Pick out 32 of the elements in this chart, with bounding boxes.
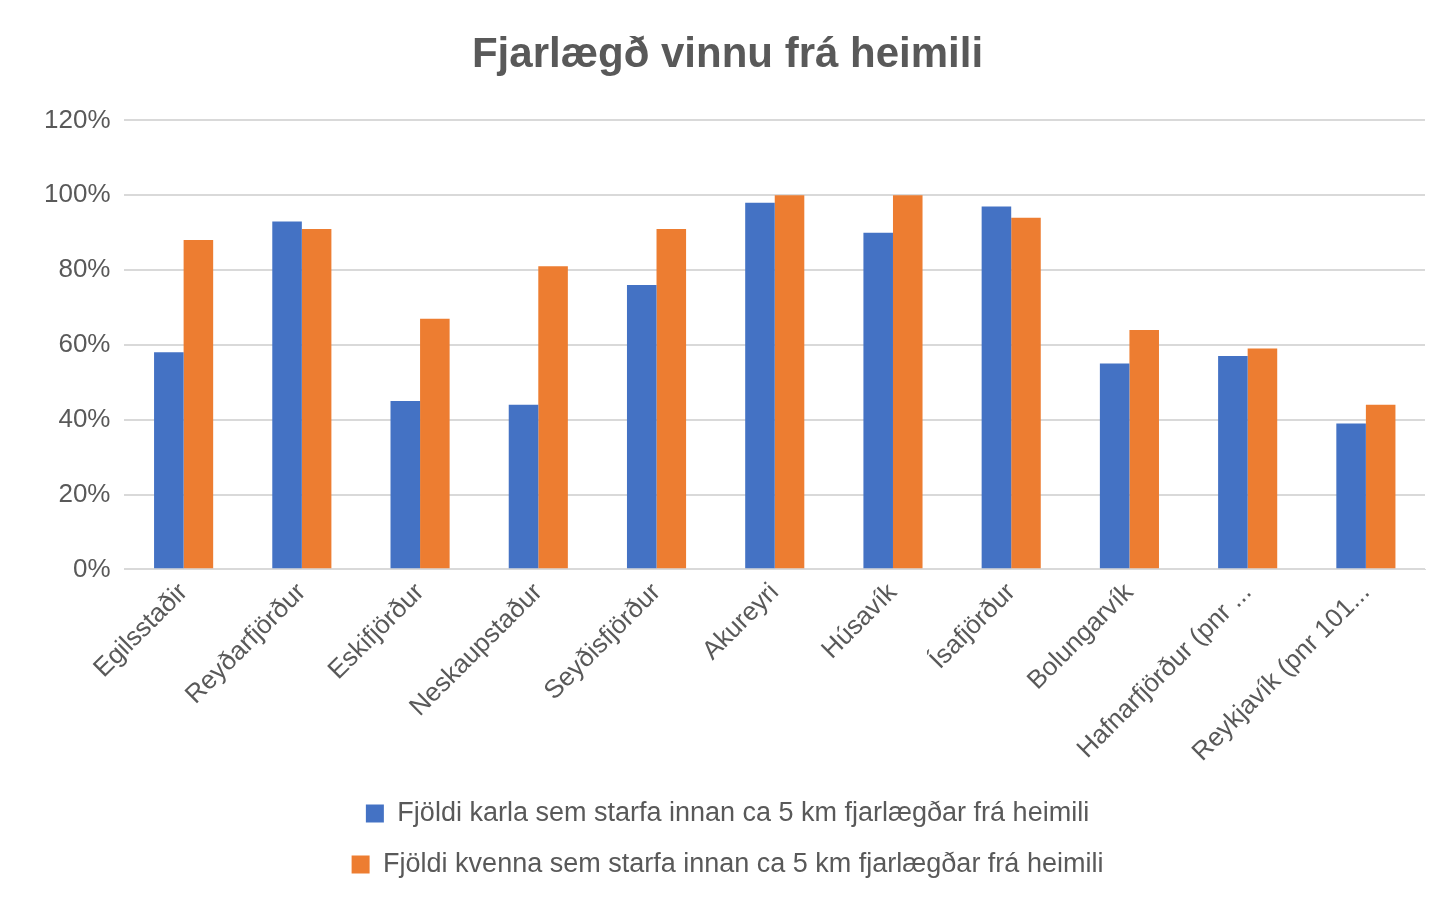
legend-label: Fjöldi kvenna sem starfa innan ca 5 km fjarlægðar frá heimili — [383, 847, 1104, 878]
bar — [656, 228, 687, 569]
y-tick-label: 40% — [58, 402, 111, 433]
bar — [774, 195, 805, 569]
y-tick-label: 0% — [72, 552, 111, 583]
bar — [508, 404, 539, 569]
bar — [745, 202, 775, 569]
bar — [1099, 363, 1130, 569]
bar — [390, 400, 421, 569]
bar — [301, 228, 332, 569]
bar — [626, 285, 657, 569]
bar — [538, 266, 568, 569]
y-tick-label: 100% — [44, 178, 111, 209]
bar — [863, 232, 893, 569]
bar — [154, 352, 184, 569]
bar — [1336, 423, 1366, 569]
legend-label: Fjöldi karla sem starfa innan ca 5 km fjarlægðar frá heimili — [397, 796, 1090, 827]
bar — [892, 195, 923, 569]
chart-title: Fjarlægð vinnu frá heimili — [471, 28, 984, 76]
y-tick-label: 20% — [58, 477, 111, 508]
bar — [981, 206, 1012, 569]
bar — [1365, 404, 1396, 569]
bar — [272, 221, 302, 569]
bar — [1247, 348, 1278, 569]
bar — [1129, 329, 1159, 569]
bar — [420, 318, 450, 569]
y-tick-label: 60% — [58, 328, 111, 359]
y-tick-label: 80% — [58, 253, 111, 284]
bar — [1218, 356, 1248, 569]
bar — [183, 240, 214, 569]
y-tick-label: 120% — [44, 103, 111, 134]
bar — [1011, 217, 1041, 569]
